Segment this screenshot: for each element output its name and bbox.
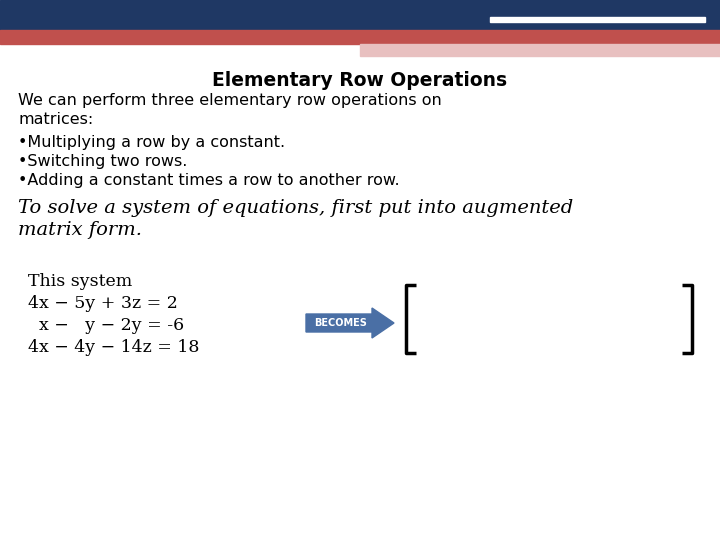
Text: •Multiplying a row by a constant.: •Multiplying a row by a constant. bbox=[18, 135, 285, 150]
Bar bbox=[490, 17, 705, 22]
Text: We can perform three elementary row operations on: We can perform three elementary row oper… bbox=[18, 93, 442, 108]
Text: 4x − 4y − 14z = 18: 4x − 4y − 14z = 18 bbox=[28, 339, 199, 356]
Text: Elementary Row Operations: Elementary Row Operations bbox=[212, 71, 508, 90]
Bar bbox=[360, 44, 720, 56]
Text: BECOMES: BECOMES bbox=[315, 318, 367, 328]
Text: •Adding a constant times a row to another row.: •Adding a constant times a row to anothe… bbox=[18, 173, 400, 188]
FancyArrow shape bbox=[306, 308, 394, 338]
Text: x −   y − 2y = -6: x − y − 2y = -6 bbox=[28, 317, 184, 334]
Text: matrix form.: matrix form. bbox=[18, 221, 142, 239]
Text: •Switching two rows.: •Switching two rows. bbox=[18, 154, 187, 169]
Bar bbox=[0, 30, 720, 44]
Text: matrices:: matrices: bbox=[18, 112, 94, 127]
Bar bbox=[0, 0, 720, 30]
Text: To solve a system of equations, first put into augmented: To solve a system of equations, first pu… bbox=[18, 199, 573, 217]
Text: This system: This system bbox=[28, 273, 132, 290]
Text: 4x − 5y + 3z = 2: 4x − 5y + 3z = 2 bbox=[28, 295, 178, 312]
